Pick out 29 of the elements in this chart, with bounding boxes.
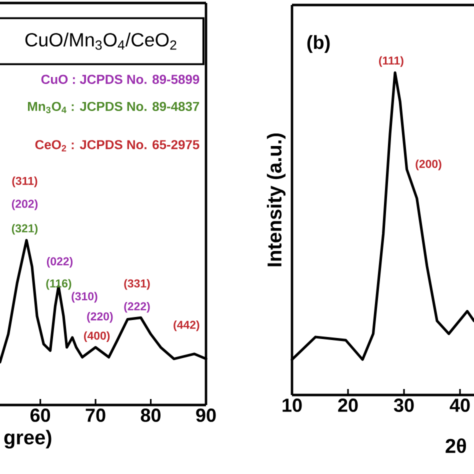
text: (311)	[12, 176, 38, 188]
text: CuO : JCPDS No. 89-5899	[41, 74, 200, 84]
x-tick-label: 60	[30, 408, 50, 422]
annotation: (116)	[46, 279, 72, 290]
x-tick-label: 70	[86, 408, 106, 422]
text: (321)	[12, 224, 38, 235]
x-tick-label: 20	[338, 398, 358, 412]
x-axis-title: 2θ	[446, 438, 466, 454]
x-tick-label: 90	[196, 408, 216, 422]
x-tick-label: 30	[394, 398, 414, 412]
annotation: (310)	[72, 292, 98, 303]
chart-title: (b)	[307, 35, 330, 53]
chart-title: CuO/Mn$_{3}$O$_{4}$/CeO$_{2}$	[25, 32, 176, 50]
x-tick-label: 10	[282, 398, 302, 412]
annotation: (222)	[124, 302, 150, 313]
annotation: (331)	[124, 279, 150, 290]
text: CeO$_{2}$ : JCPDS No. 65-2975	[35, 140, 200, 152]
annotation: (442)	[174, 320, 200, 332]
annotation: (220)	[87, 312, 113, 323]
annotation: (200)	[416, 160, 442, 170]
x-tick-label: 80	[140, 408, 161, 422]
text: (111)	[379, 56, 404, 67]
text: Mn$_{3}$O$_{4}$ : JCPDS No. 89-4837	[28, 102, 200, 114]
x-tick-label: 40	[450, 398, 470, 412]
text: (202)	[12, 199, 38, 210]
annotation: (400)	[84, 331, 110, 342]
annotation: (022)	[46, 256, 73, 268]
y-axis-title: Intensity (a.u.)	[266, 133, 286, 266]
x-axis-title: gree)	[4, 430, 52, 448]
